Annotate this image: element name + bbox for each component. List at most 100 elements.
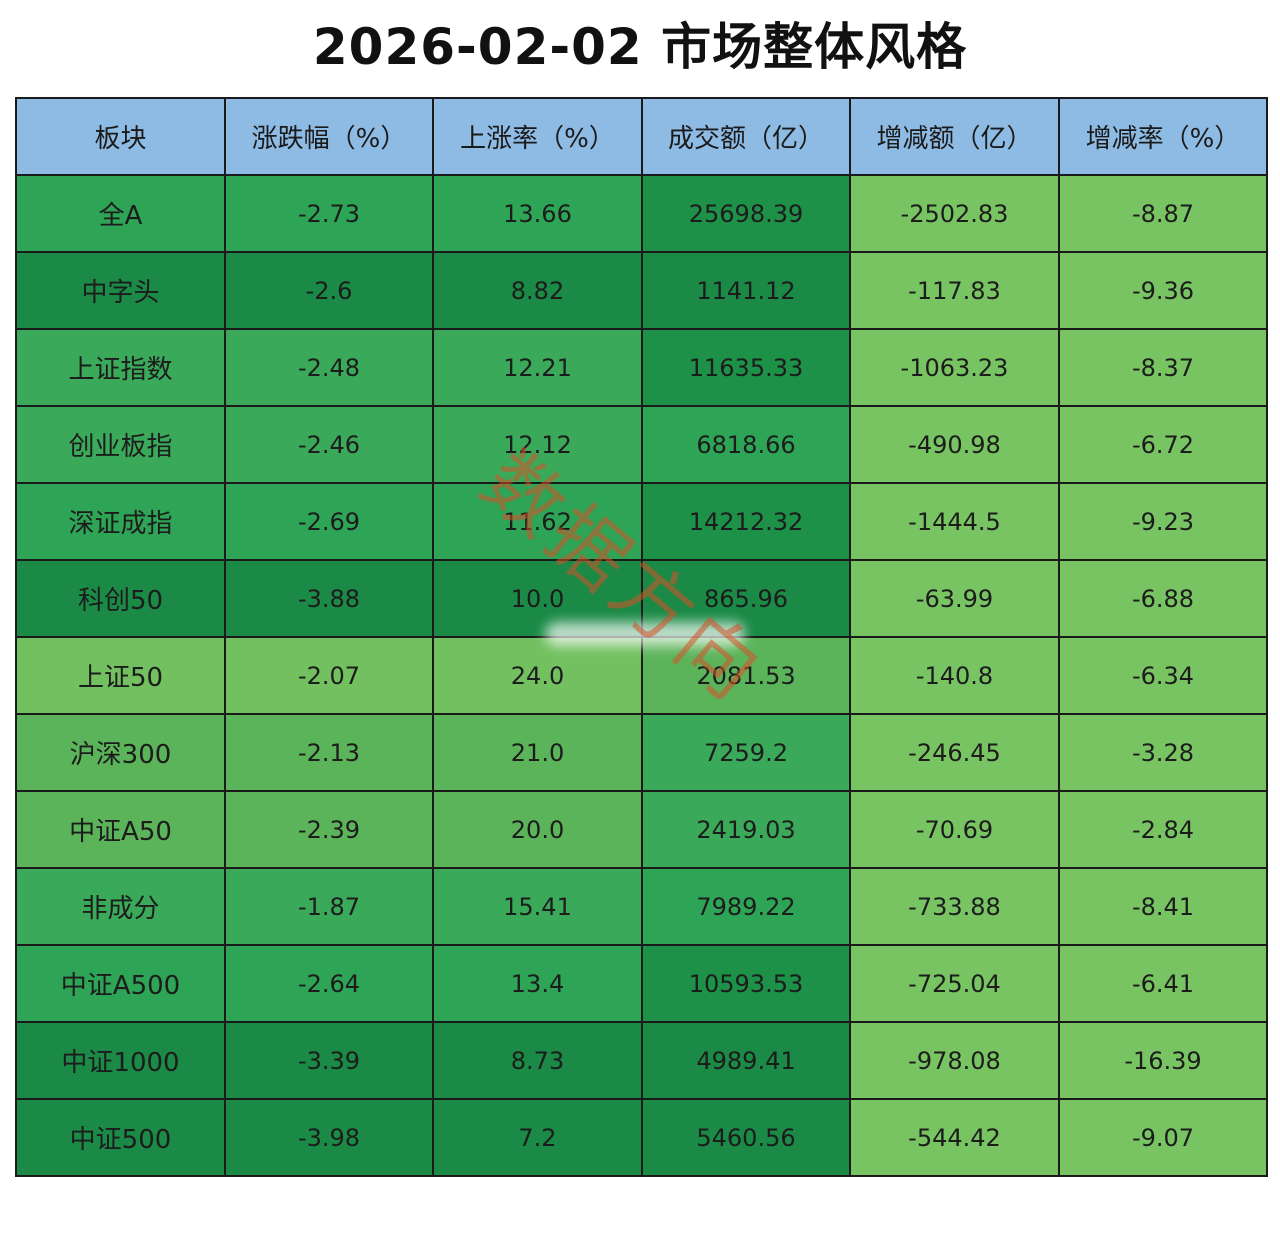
table-row: 深证成指 -2.69 11.62 14212.32 -1444.5 -9.23 [15, 482, 1268, 561]
cell-change-pct: -2.46 [224, 405, 434, 484]
cell-turnover-change-pct: -8.41 [1058, 867, 1268, 946]
table-row: 上证50 -2.07 24.0 2081.53 -140.8 -6.34 [15, 636, 1268, 715]
cell-turnover-change-pct: -6.41 [1058, 944, 1268, 1023]
cell-sector: 上证指数 [15, 328, 226, 407]
cell-change-pct: -3.98 [224, 1098, 434, 1177]
cell-turnover: 7259.2 [641, 713, 851, 792]
cell-sector: 中字头 [15, 251, 226, 330]
cell-turnover-change-pct: -6.88 [1058, 559, 1268, 638]
cell-turnover: 25698.39 [641, 174, 851, 253]
cell-sector: 非成分 [15, 867, 226, 946]
cell-sector: 深证成指 [15, 482, 226, 561]
cell-turnover-change: -70.69 [849, 790, 1060, 869]
cell-change-pct: -2.6 [224, 251, 434, 330]
cell-turnover-change: -544.42 [849, 1098, 1060, 1177]
header-turnover-change-pct: 增减率（%） [1058, 97, 1268, 176]
cell-turnover-change: -978.08 [849, 1021, 1060, 1100]
cell-turnover-change-pct: -9.36 [1058, 251, 1268, 330]
cell-change-pct: -2.39 [224, 790, 434, 869]
table-row: 非成分 -1.87 15.41 7989.22 -733.88 -8.41 [15, 867, 1268, 946]
table-row: 上证指数 -2.48 12.21 11635.33 -1063.23 -8.37 [15, 328, 1268, 407]
cell-sector: 全A [15, 174, 226, 253]
cell-change-pct: -2.73 [224, 174, 434, 253]
table-row: 全A -2.73 13.66 25698.39 -2502.83 -8.87 [15, 174, 1268, 253]
cell-turnover: 4989.41 [641, 1021, 851, 1100]
table-header-row: 板块 涨跌幅（%） 上涨率（%） 成交额（亿） 增减额（亿） 增减率（%） [15, 97, 1268, 176]
cell-sector: 中证500 [15, 1098, 226, 1177]
cell-change-pct: -2.48 [224, 328, 434, 407]
cell-turnover: 1141.12 [641, 251, 851, 330]
cell-turnover-change-pct: -3.28 [1058, 713, 1268, 792]
cell-rise-ratio: 10.0 [432, 559, 643, 638]
cell-turnover-change: -63.99 [849, 559, 1060, 638]
cell-change-pct: -2.13 [224, 713, 434, 792]
cell-turnover-change-pct: -2.84 [1058, 790, 1268, 869]
cell-turnover-change-pct: -9.07 [1058, 1098, 1268, 1177]
table-row: 中证A50 -2.39 20.0 2419.03 -70.69 -2.84 [15, 790, 1268, 869]
cell-sector: 创业板指 [15, 405, 226, 484]
cell-rise-ratio: 13.4 [432, 944, 643, 1023]
cell-rise-ratio: 12.21 [432, 328, 643, 407]
cell-turnover-change: -246.45 [849, 713, 1060, 792]
cell-turnover-change-pct: -8.87 [1058, 174, 1268, 253]
cell-rise-ratio: 8.73 [432, 1021, 643, 1100]
cell-turnover-change: -490.98 [849, 405, 1060, 484]
table-row: 沪深300 -2.13 21.0 7259.2 -246.45 -3.28 [15, 713, 1268, 792]
cell-sector: 中证1000 [15, 1021, 226, 1100]
cell-change-pct: -2.07 [224, 636, 434, 715]
cell-rise-ratio: 13.66 [432, 174, 643, 253]
cell-turnover: 14212.32 [641, 482, 851, 561]
cell-rise-ratio: 21.0 [432, 713, 643, 792]
table-row: 中证500 -3.98 7.2 5460.56 -544.42 -9.07 [15, 1098, 1268, 1177]
market-style-table: 板块 涨跌幅（%） 上涨率（%） 成交额（亿） 增减额（亿） 增减率（%） 全A… [15, 97, 1268, 1177]
cell-turnover: 6818.66 [641, 405, 851, 484]
cell-turnover-change-pct: -6.72 [1058, 405, 1268, 484]
cell-turnover: 11635.33 [641, 328, 851, 407]
cell-turnover-change: -117.83 [849, 251, 1060, 330]
cell-turnover: 7989.22 [641, 867, 851, 946]
page-title: 2026-02-02 市场整体风格 [312, 18, 968, 76]
cell-turnover-change: -1063.23 [849, 328, 1060, 407]
cell-turnover-change: -725.04 [849, 944, 1060, 1023]
table-row: 创业板指 -2.46 12.12 6818.66 -490.98 -6.72 [15, 405, 1268, 484]
header-turnover: 成交额（亿） [641, 97, 851, 176]
cell-turnover-change-pct: -9.23 [1058, 482, 1268, 561]
table-row: 科创50 -3.88 10.0 865.96 -63.99 -6.88 [15, 559, 1268, 638]
cell-turnover: 5460.56 [641, 1098, 851, 1177]
table-row: 中证1000 -3.39 8.73 4989.41 -978.08 -16.39 [15, 1021, 1268, 1100]
cell-change-pct: -2.64 [224, 944, 434, 1023]
table-body: 全A -2.73 13.66 25698.39 -2502.83 -8.87 中… [15, 174, 1268, 1177]
cell-change-pct: -1.87 [224, 867, 434, 946]
cell-turnover: 2419.03 [641, 790, 851, 869]
cell-turnover: 2081.53 [641, 636, 851, 715]
cell-change-pct: -3.88 [224, 559, 434, 638]
cell-rise-ratio: 20.0 [432, 790, 643, 869]
cell-sector: 中证A50 [15, 790, 226, 869]
cell-rise-ratio: 15.41 [432, 867, 643, 946]
table-row: 中证A500 -2.64 13.4 10593.53 -725.04 -6.41 [15, 944, 1268, 1023]
cell-turnover-change: -140.8 [849, 636, 1060, 715]
header-turnover-change: 增减额（亿） [849, 97, 1060, 176]
cell-sector: 沪深300 [15, 713, 226, 792]
cell-turnover: 865.96 [641, 559, 851, 638]
cell-turnover-change-pct: -8.37 [1058, 328, 1268, 407]
cell-change-pct: -2.69 [224, 482, 434, 561]
cell-turnover-change-pct: -6.34 [1058, 636, 1268, 715]
header-change-pct: 涨跌幅（%） [224, 97, 434, 176]
cell-turnover-change: -733.88 [849, 867, 1060, 946]
cell-turnover-change: -2502.83 [849, 174, 1060, 253]
cell-turnover-change-pct: -16.39 [1058, 1021, 1268, 1100]
cell-turnover-change: -1444.5 [849, 482, 1060, 561]
header-rise-ratio: 上涨率（%） [432, 97, 643, 176]
cell-rise-ratio: 24.0 [432, 636, 643, 715]
cell-rise-ratio: 12.12 [432, 405, 643, 484]
cell-change-pct: -3.39 [224, 1021, 434, 1100]
cell-sector: 上证50 [15, 636, 226, 715]
cell-rise-ratio: 8.82 [432, 251, 643, 330]
cell-turnover: 10593.53 [641, 944, 851, 1023]
table-row: 中字头 -2.6 8.82 1141.12 -117.83 -9.36 [15, 251, 1268, 330]
cell-rise-ratio: 11.62 [432, 482, 643, 561]
header-sector: 板块 [15, 97, 226, 176]
cell-sector: 中证A500 [15, 944, 226, 1023]
cell-rise-ratio: 7.2 [432, 1098, 643, 1177]
